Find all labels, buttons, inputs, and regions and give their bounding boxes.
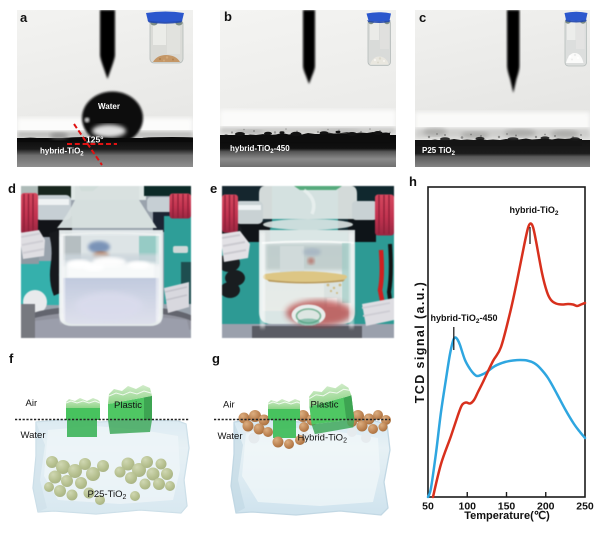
svg-text:Water: Water <box>98 102 120 111</box>
svg-text:TCD signal (a.u.): TCD signal (a.u.) <box>413 281 427 403</box>
svg-text:200: 200 <box>537 501 555 513</box>
svg-text:Temperature(℃): Temperature(℃) <box>464 510 550 522</box>
svg-text:P25-TiO2: P25-TiO2 <box>88 489 127 501</box>
svg-text:50: 50 <box>422 501 434 513</box>
svg-text:100: 100 <box>458 501 476 513</box>
svg-text:P25 TiO2: P25 TiO2 <box>422 146 456 157</box>
svg-text:Air: Air <box>223 400 235 411</box>
svg-text:Air: Air <box>26 398 38 409</box>
svg-text:125°: 125° <box>86 135 104 145</box>
svg-text:Water: Water <box>21 430 46 441</box>
svg-text:hybrid-TiO2-450: hybrid-TiO2-450 <box>431 313 498 325</box>
svg-text:Water: Water <box>218 431 243 442</box>
svg-text:hybrid-TiO2-450: hybrid-TiO2-450 <box>230 144 290 155</box>
svg-text:hybrid-TiO2: hybrid-TiO2 <box>510 205 559 217</box>
svg-text:Plastic: Plastic <box>114 400 142 411</box>
svg-text:250: 250 <box>576 501 594 513</box>
svg-text:Plastic: Plastic <box>311 400 339 411</box>
svg-text:hybrid-TiO2: hybrid-TiO2 <box>40 147 84 158</box>
svg-text:Hybrid-TiO2: Hybrid-TiO2 <box>298 433 348 445</box>
svg-text:150: 150 <box>498 501 516 513</box>
